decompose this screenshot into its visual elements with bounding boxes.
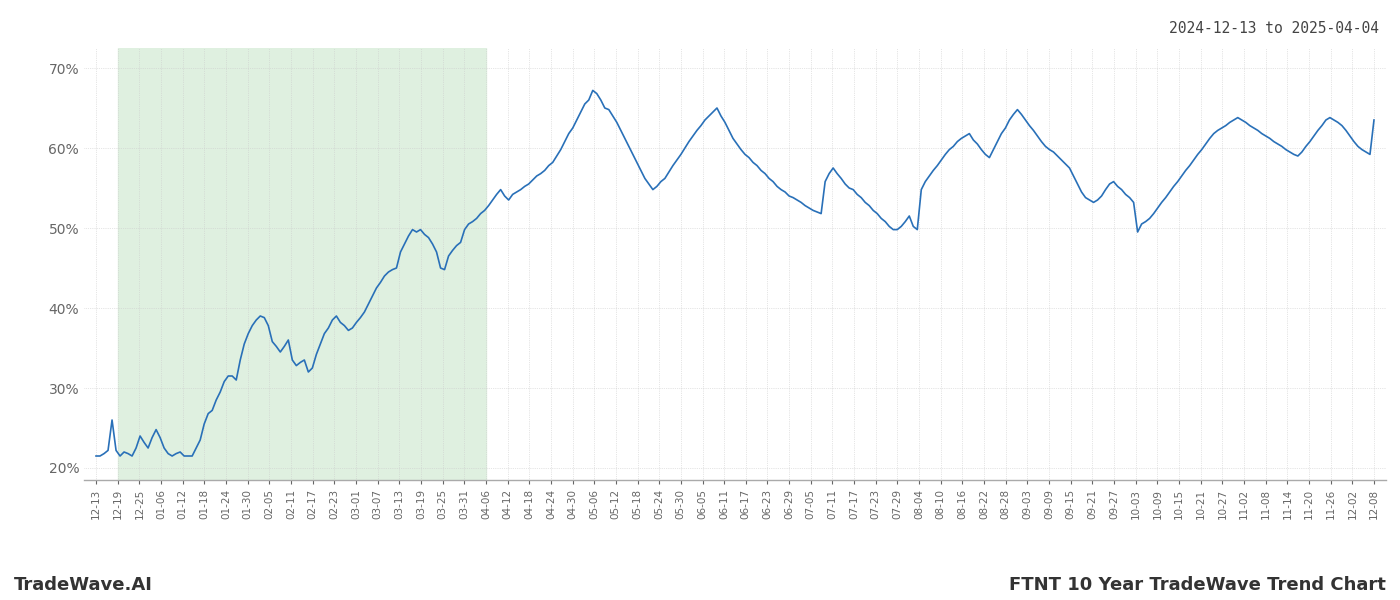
Text: TradeWave.AI: TradeWave.AI [14, 576, 153, 594]
Text: 2024-12-13 to 2025-04-04: 2024-12-13 to 2025-04-04 [1169, 21, 1379, 36]
Bar [118, 48, 486, 480]
Text: FTNT 10 Year TradeWave Trend Chart: FTNT 10 Year TradeWave Trend Chart [1009, 576, 1386, 594]
